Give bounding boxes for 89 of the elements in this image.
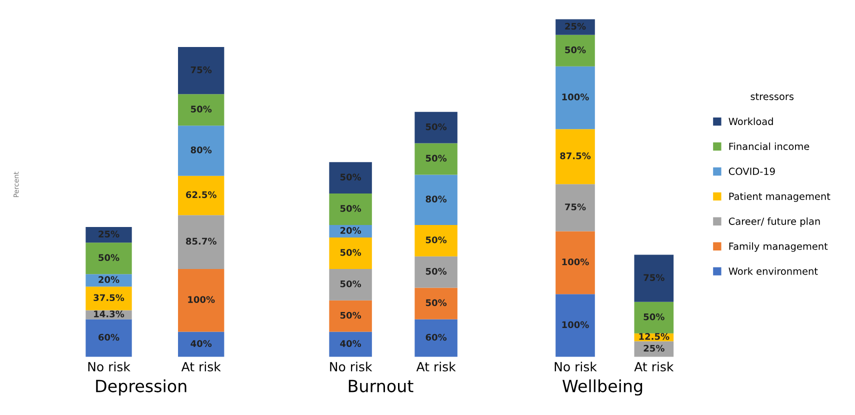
data-label: 60% bbox=[98, 334, 120, 341]
bar bbox=[634, 302, 674, 334]
data-label: 60% bbox=[426, 334, 447, 341]
data-label: 50% bbox=[426, 268, 447, 275]
legend-label: Work environment bbox=[728, 267, 818, 275]
data-label: 12.5% bbox=[639, 333, 670, 340]
data-label: 50% bbox=[340, 249, 362, 256]
data-label: 100% bbox=[562, 258, 589, 266]
bar bbox=[329, 194, 372, 225]
x-tick-label: No risk bbox=[330, 362, 372, 372]
bar bbox=[329, 238, 372, 269]
x-tick-label: At risk bbox=[416, 362, 456, 372]
bar bbox=[556, 129, 595, 184]
data-label: 50% bbox=[426, 123, 447, 130]
legend-label: Family management bbox=[729, 242, 828, 252]
data-label: 25% bbox=[98, 230, 120, 238]
data-label: 50% bbox=[426, 299, 447, 306]
bar bbox=[414, 174, 458, 225]
data-label: 75% bbox=[644, 274, 664, 281]
data-label: 20% bbox=[98, 276, 120, 283]
legend-title: stressors bbox=[750, 93, 794, 100]
bar bbox=[178, 332, 224, 357]
data-label: 50% bbox=[340, 312, 362, 319]
data-label: 50% bbox=[340, 174, 362, 180]
bar bbox=[329, 300, 372, 332]
bar bbox=[556, 19, 595, 35]
data-label: 100% bbox=[562, 94, 589, 100]
bar bbox=[329, 162, 372, 194]
bar bbox=[634, 341, 674, 357]
x-axis-title: Depression bbox=[96, 379, 186, 396]
data-label: 50% bbox=[98, 254, 120, 262]
data-label: 85.7% bbox=[186, 238, 216, 245]
bar bbox=[414, 319, 458, 357]
bar bbox=[178, 47, 224, 94]
bar bbox=[414, 143, 458, 175]
bar bbox=[414, 256, 458, 288]
data-label: 50% bbox=[565, 46, 586, 54]
bar bbox=[414, 224, 458, 256]
x-tick-label: No risk bbox=[88, 362, 130, 372]
bar bbox=[86, 319, 132, 357]
data-label: 80% bbox=[190, 146, 212, 154]
data-label: 62.5% bbox=[186, 191, 216, 198]
data-label: 100% bbox=[188, 296, 215, 303]
data-label: 20% bbox=[340, 227, 362, 234]
bar bbox=[86, 226, 132, 243]
data-label: 75% bbox=[190, 66, 212, 74]
bar bbox=[178, 126, 224, 176]
x-tick-label: At risk bbox=[634, 362, 674, 372]
data-label: 14.3% bbox=[94, 310, 124, 318]
legend-label: COVID-19 bbox=[728, 168, 775, 176]
bar bbox=[178, 215, 224, 269]
bar bbox=[178, 94, 224, 126]
data-label: 87.5% bbox=[560, 152, 591, 160]
x-tick-label: At risk bbox=[181, 362, 221, 372]
bar bbox=[178, 268, 224, 332]
bar bbox=[556, 294, 595, 357]
x-tick-label: No risk bbox=[554, 362, 597, 372]
data-label: 25% bbox=[644, 344, 664, 352]
data-label: 25% bbox=[565, 22, 586, 30]
bar bbox=[634, 254, 674, 302]
data-label: 80% bbox=[426, 196, 447, 202]
data-label: 75% bbox=[565, 203, 586, 210]
bar bbox=[556, 231, 595, 294]
data-label: 100% bbox=[562, 321, 589, 328]
data-label: 50% bbox=[340, 205, 362, 212]
bar bbox=[556, 34, 595, 66]
bar bbox=[329, 268, 372, 300]
bar bbox=[178, 176, 224, 216]
data-label: 50% bbox=[644, 313, 664, 320]
bar bbox=[86, 242, 132, 274]
x-axis-title: Burnout bbox=[348, 380, 414, 392]
bar bbox=[86, 286, 132, 310]
data-label: 37.5% bbox=[94, 294, 124, 302]
x-axis-title: Wellbeing bbox=[562, 379, 642, 396]
legend-label: Financial income bbox=[729, 142, 810, 150]
legend-label: Patient management bbox=[729, 192, 830, 202]
bar bbox=[414, 112, 458, 144]
data-label: 50% bbox=[190, 106, 212, 112]
data-label: 50% bbox=[426, 154, 447, 162]
bar bbox=[556, 184, 595, 232]
legend-label: Workload bbox=[728, 118, 773, 126]
data-label: 50% bbox=[426, 236, 447, 244]
bar bbox=[329, 332, 372, 357]
data-label: 40% bbox=[190, 340, 212, 347]
data-label: 50% bbox=[340, 280, 362, 288]
bar bbox=[556, 66, 595, 130]
legend-label: Career/ future plan bbox=[728, 217, 820, 227]
bar bbox=[414, 288, 458, 320]
data-label: 40% bbox=[340, 340, 362, 347]
